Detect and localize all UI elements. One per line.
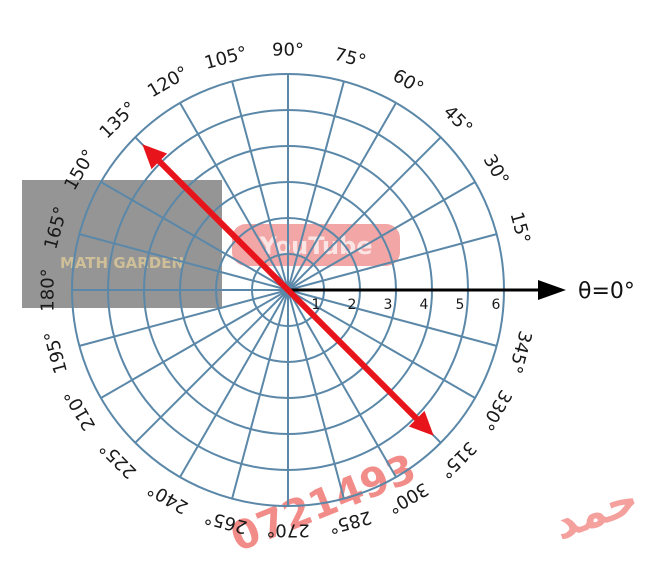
grid-spoke-120: [179, 102, 289, 291]
grid-spoke-300: [287, 289, 397, 478]
watermark-logo-panel: [22, 180, 222, 308]
angle-label-195: 195°: [40, 328, 72, 375]
angle-label-330: 330°: [476, 386, 516, 434]
grid-spoke-150: [100, 181, 289, 291]
angle-label-60: 60°: [389, 65, 427, 99]
angle-label-75: 75°: [332, 44, 368, 73]
grid-spoke-285: [287, 289, 345, 499]
grid-spoke-225: [134, 289, 289, 444]
watermark-script-text: حمد: [546, 473, 645, 551]
grid-spoke-345: [287, 289, 497, 347]
radius-label-4: 4: [420, 297, 429, 313]
angle-label-120: 120°: [144, 62, 192, 102]
angle-label-270: 270°: [266, 520, 309, 541]
theta-axis-label: θ=0°: [578, 279, 635, 304]
grid-spoke-75: [287, 81, 345, 291]
radius-label-6: 6: [492, 297, 501, 313]
angle-label-105: 105°: [202, 42, 249, 74]
grid-spoke-165: [79, 233, 289, 291]
angle-label-210: 210°: [60, 386, 100, 434]
grid-spoke-210: [100, 289, 289, 399]
grid-spoke-45: [287, 136, 442, 291]
angle-label-90: 90°: [272, 40, 304, 61]
radius-label-1: 1: [312, 297, 321, 313]
angle-label-45: 45°: [439, 102, 476, 139]
grid-spoke-330: [287, 289, 476, 399]
arrowhead-135: [142, 144, 168, 170]
radius-label-5: 5: [456, 297, 465, 313]
arrows: [142, 144, 566, 436]
angle-label-135: 135°: [96, 98, 142, 144]
angle-label-240: 240°: [144, 478, 192, 518]
grid-spoke-195: [79, 289, 289, 347]
grid-spoke-255: [231, 289, 289, 499]
grid-spoke-30: [287, 181, 476, 291]
grid-spoke-240: [179, 289, 289, 478]
radius-label-3: 3: [384, 297, 393, 313]
angle-label-345: 345°: [504, 328, 536, 375]
arrowhead-315: [408, 410, 434, 436]
direction-arrow-line: [155, 157, 421, 423]
grid-spoke-105: [231, 81, 289, 291]
watermark-logo-text: MATH GARDEN: [60, 254, 184, 272]
radius-labels: 1 2 3 4 5 6: [312, 297, 501, 313]
angle-label-30: 30°: [479, 151, 513, 189]
angle-label-315: 315°: [435, 437, 481, 483]
angle-label-225: 225°: [96, 437, 142, 483]
grid-spoke-15: [287, 233, 497, 291]
radius-label-2: 2: [348, 297, 357, 313]
theta-axis-arrowhead: [538, 280, 566, 300]
angle-label-15: 15°: [506, 210, 535, 246]
grid-spoke-60: [287, 102, 397, 291]
angle-label-180: 180°: [38, 268, 59, 311]
